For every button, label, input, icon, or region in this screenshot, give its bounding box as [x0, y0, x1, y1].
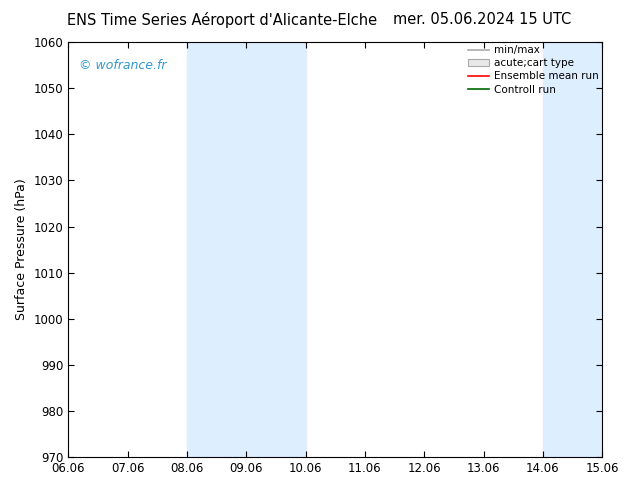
Text: ENS Time Series Aéroport d'Alicante-Elche: ENS Time Series Aéroport d'Alicante-Elch…	[67, 12, 377, 28]
Bar	[187, 42, 306, 457]
Bar	[543, 42, 634, 457]
Legend: min/max, acute;cart type, Ensemble mean run, Controll run: min/max, acute;cart type, Ensemble mean …	[469, 45, 599, 95]
Y-axis label: Surface Pressure (hPa): Surface Pressure (hPa)	[15, 179, 28, 320]
Text: mer. 05.06.2024 15 UTC: mer. 05.06.2024 15 UTC	[392, 12, 571, 27]
Text: © wofrance.fr: © wofrance.fr	[79, 59, 166, 72]
